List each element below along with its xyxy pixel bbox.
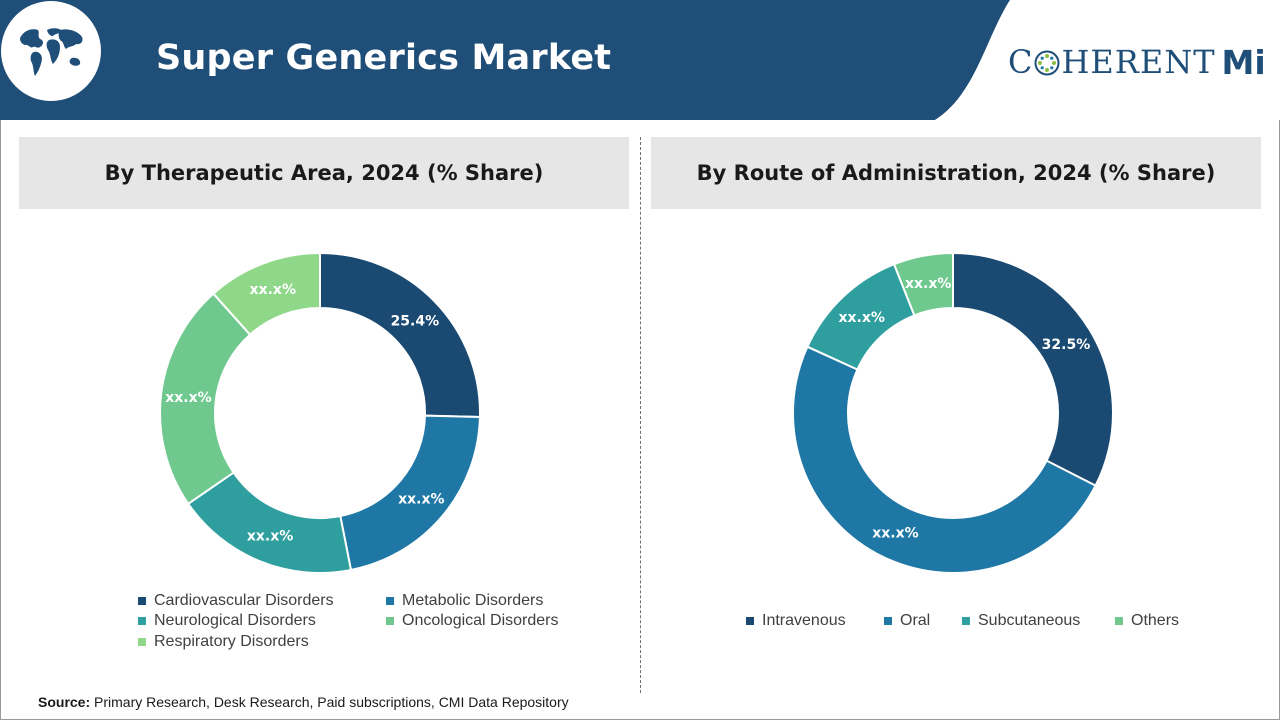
route-legend-item-oral: Oral	[884, 612, 930, 630]
route-legend-swatch-intravenous	[746, 617, 754, 625]
route-label-intravenous: 32.5%	[1042, 337, 1091, 353]
source-label: Source:	[38, 694, 91, 710]
therapeutic-slice-cardiovascular-disorders	[319, 251, 481, 419]
therapeutic-legend-item-neurological-disorders: Neurological Disorders	[138, 612, 316, 630]
route-legend-swatch-subcutaneous	[962, 617, 970, 625]
therapeutic-label-metabolic-disorders: xx.x%	[398, 491, 444, 507]
source-text: Primary Research, Desk Research, Paid su…	[90, 694, 569, 710]
route-slice-others	[892, 251, 954, 317]
logo-word: HERENT	[1061, 43, 1216, 81]
therapeutic-area-chart-title: By Therapeutic Area, 2024 (% Share)	[19, 137, 629, 209]
therapeutic-legend-swatch-cardiovascular-disorders	[138, 597, 146, 605]
therapeutic-legend-label-oncological-disorders: Oncological Disorders	[402, 612, 559, 629]
therapeutic-legend-label-cardiovascular-disorders: Cardiovascular Disorders	[154, 592, 334, 609]
route-slice-oral	[792, 345, 1097, 574]
route-slice-intravenous	[952, 251, 1114, 487]
therapeutic-label-oncological-disorders: xx.x%	[165, 390, 211, 406]
route-legend-item-intravenous: Intravenous	[746, 612, 846, 630]
panel-divider	[640, 137, 641, 693]
therapeutic-legend-swatch-neurological-disorders	[138, 617, 146, 625]
route-legend-swatch-oral	[884, 617, 892, 625]
therapeutic-legend-label-neurological-disorders: Neurological Disorders	[154, 612, 316, 629]
therapeutic-legend-swatch-metabolic-disorders	[386, 597, 394, 605]
globe-icon	[1, 1, 101, 101]
therapeutic-legend-label-respiratory-disorders: Respiratory Disorders	[154, 633, 309, 650]
header-background	[0, 0, 1280, 120]
route-legend-label-intravenous: Intravenous	[762, 612, 846, 629]
route-administration-chart-title: By Route of Administration, 2024 (% Shar…	[651, 137, 1261, 209]
logo-letter-c: C	[1008, 43, 1034, 81]
route-label-oral: xx.x%	[872, 525, 918, 541]
therapeutic-label-cardiovascular-disorders: 25.4%	[391, 313, 440, 329]
route-legend-label-subcutaneous: Subcutaneous	[978, 612, 1081, 629]
page-title: Super Generics Market	[156, 38, 612, 78]
route-legend-swatch-others	[1115, 617, 1123, 625]
route-legend-item-others: Others	[1115, 612, 1179, 630]
header-banner: Super Generics Market C HERENT Mi	[0, 0, 1280, 120]
route-legend-item-subcutaneous: Subcutaneous	[962, 612, 1080, 630]
therapeutic-legend-item-respiratory-disorders: Respiratory Disorders	[138, 633, 309, 651]
therapeutic-legend-item-oncological-disorders: Oncological Disorders	[386, 612, 559, 630]
coherent-mi-logo: C HERENT Mi	[1008, 40, 1266, 84]
therapeutic-slice-respiratory-disorders	[212, 251, 321, 337]
therapeutic-legend-swatch-respiratory-disorders	[138, 638, 146, 646]
therapeutic-legend-label-metabolic-disorders: Metabolic Disorders	[402, 592, 544, 609]
therapeutic-label-neurological-disorders: xx.x%	[247, 529, 293, 545]
therapeutic-legend-item-cardiovascular-disorders: Cardiovascular Disorders	[138, 592, 334, 610]
route-legend-label-others: Others	[1131, 612, 1180, 629]
therapeutic-label-respiratory-disorders: xx.x%	[250, 282, 296, 298]
route-label-subcutaneous: xx.x%	[838, 310, 884, 326]
route-legend-label-oral: Oral	[900, 612, 931, 629]
source-note: Source: Primary Research, Desk Research,…	[38, 694, 569, 710]
therapeutic-legend-swatch-oncological-disorders	[386, 617, 394, 625]
therapeutic-legend-item-metabolic-disorders: Metabolic Disorders	[386, 592, 543, 610]
route-label-others: xx.x%	[905, 276, 951, 292]
logo-mi: Mi	[1221, 42, 1266, 82]
logo-o-mark-icon	[1034, 50, 1060, 76]
